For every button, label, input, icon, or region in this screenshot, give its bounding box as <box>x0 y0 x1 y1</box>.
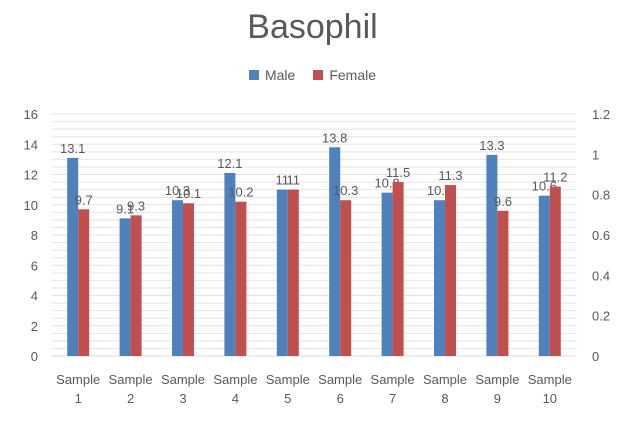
legend-label-male: Male <box>264 67 296 83</box>
x-tick-label: Sample <box>56 372 100 387</box>
x-tick-label: 5 <box>284 391 291 406</box>
legend-swatch-female <box>313 70 324 80</box>
legend-item-male: Male <box>248 67 296 83</box>
y-tick-label: 8 <box>31 228 38 243</box>
y2-tick-label: 0.8 <box>592 188 610 203</box>
bar-male <box>172 200 183 356</box>
data-label-female: 11.5 <box>386 165 410 180</box>
bar-female <box>549 186 561 356</box>
bar-female <box>130 215 142 356</box>
y2-tick-label: 0.4 <box>592 268 610 283</box>
data-label-male: 13.3 <box>479 138 504 153</box>
y-tick-label: 12 <box>24 168 38 183</box>
data-label-female: 10.2 <box>228 185 253 200</box>
x-tick-label: 1 <box>75 391 82 406</box>
x-tick-label: 8 <box>441 391 448 406</box>
data-label-female: 11 <box>287 173 301 188</box>
x-tick-label: Sample <box>423 372 467 387</box>
bar-female <box>78 209 90 356</box>
data-label-male: 12.1 <box>217 156 242 171</box>
data-label-male: 13.8 <box>322 130 347 145</box>
x-tick-label: Sample <box>318 372 362 387</box>
x-tick-label: 3 <box>179 391 186 406</box>
x-tick-label: Sample <box>266 372 310 387</box>
bar-female <box>445 185 456 356</box>
x-tick-label: 9 <box>494 391 501 406</box>
y-tick-label: 6 <box>31 258 38 273</box>
x-tick-label: 4 <box>232 391 239 406</box>
y-tick-label: 0 <box>31 349 38 364</box>
bar-male <box>538 195 550 356</box>
legend-item-female: Female <box>313 67 376 83</box>
y-tick-label: 14 <box>24 137 38 152</box>
y-tick-label: 16 <box>24 107 38 122</box>
bar-male <box>276 189 288 356</box>
data-label-female: 9.6 <box>494 194 512 209</box>
chart-title: Basophil <box>247 8 378 46</box>
data-label-female: 9.3 <box>127 198 145 213</box>
data-label-female: 11.3 <box>438 168 462 183</box>
y2-tick-label: 0.6 <box>592 228 610 243</box>
bar-male <box>119 218 131 356</box>
x-tick-label: 2 <box>127 391 134 406</box>
legend-label-female: Female <box>329 67 377 83</box>
data-label-male: 9.1 <box>116 201 134 216</box>
x-tick-label: Sample <box>213 372 257 387</box>
x-tick-label: 7 <box>389 391 396 406</box>
data-label-female: 9.7 <box>75 192 93 207</box>
x-tick-label: Sample <box>371 372 415 387</box>
y2-tick-label: 1.2 <box>592 107 610 122</box>
x-tick-label: 10 <box>543 391 557 406</box>
x-tick-label: Sample <box>475 372 519 387</box>
bar-female <box>497 210 509 356</box>
x-tick-label: Sample <box>109 372 153 387</box>
y-tick-label: 2 <box>31 319 38 334</box>
x-tick-label: Sample <box>161 372 205 387</box>
bar-male <box>67 157 79 356</box>
data-label-female: 10.3 <box>333 183 358 198</box>
data-label-male: 13.1 <box>60 141 85 156</box>
bar-female <box>183 203 194 356</box>
y-tick-label: 10 <box>24 198 38 213</box>
bar-male <box>329 147 341 356</box>
y2-tick-label: 0 <box>592 349 599 364</box>
bar-female <box>392 182 404 356</box>
y2-tick-label: 1 <box>592 147 599 162</box>
bar-female <box>287 189 299 356</box>
bar-male <box>434 200 445 356</box>
data-label-male: 10.3 <box>165 183 190 198</box>
bar-male <box>381 192 393 356</box>
data-label-female: 10.1 <box>176 186 201 201</box>
bar-male <box>486 154 498 356</box>
data-label-female: 11.2 <box>543 170 567 185</box>
y2-tick-label: 0.2 <box>592 309 610 324</box>
bar-female <box>340 200 352 356</box>
bar-male <box>224 172 236 356</box>
x-tick-label: Sample <box>528 372 572 387</box>
data-label-male: 11 <box>276 173 290 188</box>
x-tick-label: 6 <box>337 391 344 406</box>
y-tick-label: 4 <box>31 289 38 304</box>
legend: Male Female <box>0 67 625 83</box>
legend-swatch-male <box>248 70 259 80</box>
bar-female <box>235 201 247 356</box>
